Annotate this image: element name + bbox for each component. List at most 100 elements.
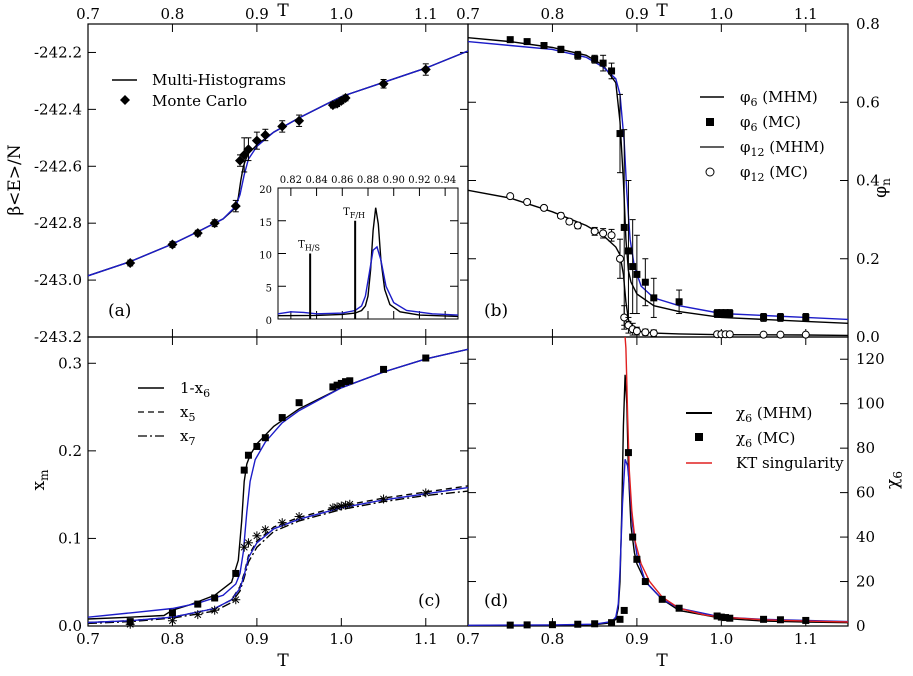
legend-a-mhm: Multi-Histograms <box>152 71 286 89</box>
panel-a-label: (a) <box>108 301 131 321</box>
inset-ytick-label: 5 <box>266 283 272 294</box>
panel-c-xtick-label: 0.7 <box>76 630 100 648</box>
panel-b-series-phi6-mc-point <box>624 247 632 255</box>
inset-xtick-label: 0.84 <box>305 175 327 186</box>
panel-b-top-xlabel: T <box>656 1 668 21</box>
panel-a-ytick-label: -242.2 <box>34 43 82 61</box>
panel-c-series-x5-x7-mc-point-stroke <box>232 596 240 604</box>
panel-c-ylabel: xm <box>29 469 51 491</box>
legend-d-chi6-mc: χ6 (MC) <box>736 429 795 450</box>
legend-b-phi6-mhm: φ6 (MHM) <box>740 88 818 109</box>
panel-c-series-x5-x7-mc-point <box>252 531 262 541</box>
panel-c-series-x5-x7-mc-point <box>294 512 304 522</box>
panel-a-ytick-label: -243.0 <box>34 271 82 289</box>
panel-b-series-phi6-mc-point <box>641 278 649 286</box>
panel-c-series-x5-x7-mc-point <box>243 538 253 548</box>
panel-d-label: (d) <box>484 591 508 611</box>
panel-b-series-phi6-mc-point <box>574 51 582 59</box>
panel-b-series-phi12-mc-point <box>607 231 616 240</box>
panel-c-series-x5-x7-mc-point-stroke <box>211 606 219 614</box>
panel-c-series-1-x6-mc-point <box>380 365 388 373</box>
panel-b-series-phi6-mc-point <box>506 36 514 44</box>
inset-xtick-label: 0.86 <box>331 175 353 186</box>
panel-d-xtick-label: 0.7 <box>456 630 480 648</box>
inset-ytick-label: 15 <box>259 218 272 229</box>
panel-d-series-chi6-mc-point <box>574 620 582 628</box>
panel-d-ytick-label: 40 <box>856 528 875 546</box>
panel-d-ytick-label: 80 <box>856 439 875 457</box>
panel-d-xtick-label: 1.0 <box>709 630 733 648</box>
panel-b-series-phi12-mc-point <box>801 330 810 339</box>
panel-d-ytick-label: 100 <box>856 395 885 413</box>
panel-b-series-phi12-mc-point <box>565 217 574 226</box>
panel-c-series-x5-x7-mc-point <box>260 525 270 535</box>
legend-d-chi6-mhm: χ6 (MHM) <box>736 404 812 425</box>
panel-a-series-monte-carlo-point <box>192 228 203 239</box>
panel-c-series-x5-x7-mc-point <box>125 619 135 629</box>
panel-c-series-1-x6-mc-point <box>333 381 341 389</box>
panel-d-ytick-label: 20 <box>856 573 875 591</box>
legend-b-phi6-mc: φ6 (MC) <box>740 113 801 134</box>
panel-b-series-phi6-mc-point <box>540 42 548 50</box>
panel-b-series-phi6-mc-point <box>675 298 683 306</box>
inset-ytick-label: 0 <box>266 316 272 327</box>
panel-c-series-x5-x7-mc-point <box>421 488 431 498</box>
panel-a-series-monte-carlo-point <box>230 201 241 212</box>
panel-a-ytick-label: -242.6 <box>34 157 82 175</box>
panel-a-series-monte-carlo-point <box>243 144 254 155</box>
panel-c-series-x7-dashdot-line <box>88 490 468 625</box>
panel-c-xtick-label: 0.8 <box>161 630 185 648</box>
panel-c-series-1-x6-mc-point <box>232 569 240 577</box>
legend-b-square <box>706 118 714 126</box>
panel-a-ytick-label: -243.2 <box>34 328 82 346</box>
panel-c-series-x5-x7-mc-point <box>379 494 389 504</box>
panel-c-series-x5-x7-mc-point-stroke <box>422 489 430 497</box>
panel-b-series-phi6-mc-point <box>726 310 734 318</box>
panel-b-series-phi6-mc-point <box>620 223 628 231</box>
panel-c-series-x5-x7-mc-point-stroke <box>253 532 261 540</box>
panel-d-xtick-label: 1.1 <box>794 630 818 648</box>
legend-a-diamond <box>120 95 130 105</box>
panel-c-series-x5-x7-mc-point-stroke <box>295 513 303 521</box>
panel-c-series-x5-blue-line <box>88 486 468 624</box>
panel-d-bottom-xlabel: T <box>656 651 668 671</box>
panel-c-series-x5-x7-mc-point <box>345 499 355 509</box>
panel-d-xtick-label: 0.9 <box>625 630 649 648</box>
panel-b-series-phi12-mc-point <box>599 229 608 238</box>
panel-b-xtick-label: 0.7 <box>456 5 480 23</box>
panel-b-ytick-label: 0.0 <box>856 328 880 346</box>
panel-b-series-phi12-mc-point <box>776 330 785 339</box>
panel-c-series-x5-x7-mc-point-stroke <box>278 519 286 527</box>
panel-a-series-monte-carlo-point <box>125 258 136 269</box>
panel-c-series-x5-x7-mc-point <box>193 610 203 620</box>
panel-b-series-phi6-mc-point <box>599 59 607 67</box>
panel-d-series-chi6-mc-point <box>726 614 734 622</box>
panel-d-series-chi6-mc-point <box>713 612 721 620</box>
panel-d-series-chi6-mc-point <box>776 616 784 624</box>
panel-a-xtick-label: 0.7 <box>76 5 100 23</box>
panel-a-top-xlabel: T <box>277 1 289 21</box>
panel-c-xtick-label: 1.1 <box>414 630 438 648</box>
panel-b-series-phi12-mc-point <box>506 192 515 201</box>
panel-d-ytick-label: 120 <box>856 350 885 368</box>
panel-c-series-1-x6-mc-point <box>346 377 354 385</box>
panel-a-series-monte-carlo-point <box>251 135 262 146</box>
inset-annotation-label: TF/H <box>343 207 365 220</box>
legend-b-phi12-mhm: φ12 (MHM) <box>740 138 825 159</box>
panel-a-series-monte-carlo-point <box>209 218 220 229</box>
panel-c-series-x5-x7-mc-point-stroke <box>261 526 269 534</box>
panel-d-series-chi6-mc-point <box>616 615 624 623</box>
panel-c-series-x5-x7-mc-point <box>210 605 220 615</box>
panel-b-series-phi12-mc-point <box>632 327 641 336</box>
panel-c-series-1-x6-mc-point <box>337 379 345 387</box>
panel-b-ytick-label: 0.4 <box>856 172 880 190</box>
legend-b-phi12-mc: φ12 (MC) <box>740 163 808 184</box>
legend-d-kt: KT singularity <box>736 454 844 472</box>
legend-a-mc: Monte Carlo <box>152 92 247 110</box>
panel-b-series-phi12-mc-point <box>616 254 624 263</box>
panel-b-ytick-label: 0.2 <box>856 250 880 268</box>
panel-b-ylabel: φn <box>871 178 893 198</box>
panel-c-series-x5-x7-mc-point <box>231 595 241 605</box>
panel-d-ytick-label: 60 <box>856 484 875 502</box>
panel-b-series-phi12-mc-point <box>523 198 532 207</box>
